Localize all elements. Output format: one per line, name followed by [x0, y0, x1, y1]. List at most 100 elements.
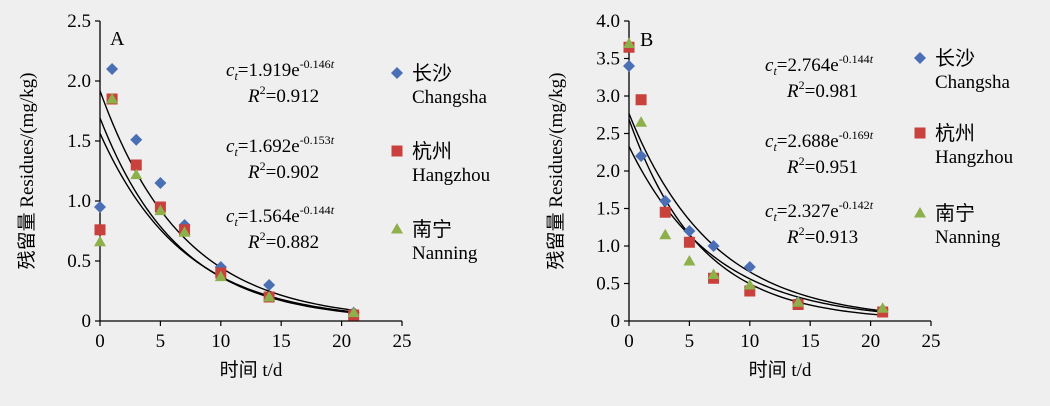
legend-label-en: Changsha	[935, 72, 1011, 93]
data-point	[744, 285, 756, 297]
panel-label: A	[110, 28, 125, 50]
x-tick-label: 0	[624, 331, 634, 352]
y-tick-label: 2.5	[596, 124, 620, 145]
y-tick-label: 2.0	[596, 161, 620, 182]
fit-equation: ct=1.919e-0.146t	[226, 57, 335, 83]
fit-equation: ct=1.692e-0.153t	[226, 133, 335, 159]
x-tick-label: 10	[211, 331, 230, 352]
data-point	[635, 150, 648, 162]
legend-label-en: Nanning	[935, 227, 1001, 248]
x-tick-label: 10	[740, 331, 759, 352]
fit-equation: ct=2.327e-0.142t	[765, 198, 874, 224]
fit-curve-2	[628, 119, 883, 316]
data-point	[263, 291, 276, 302]
fit-curve-3	[628, 146, 883, 313]
legend-marker	[914, 207, 926, 218]
legend-marker	[391, 145, 403, 157]
y-tick-label: 1.5	[67, 131, 91, 152]
data-point	[347, 306, 360, 318]
x-tick-label: 5	[685, 331, 695, 352]
data-point	[635, 94, 647, 106]
panel-a: 0 5 10 15 20 25 0 0.5 1.0 1.5 2.0 2.5 时间 t/d 残留量 Resi…	[16, 11, 491, 381]
legend-label-en: Hangzhou	[412, 165, 491, 186]
data-point	[623, 37, 635, 48]
y-tick-label: 0.5	[596, 274, 620, 295]
x-axis-label: 时间 t/d	[220, 359, 283, 381]
y-axis-label: 残留量 Residues/(mg/kg)	[16, 73, 38, 270]
data-point	[130, 133, 143, 146]
legend-label-en: Nanning	[412, 243, 478, 264]
legend-label-zh: 长沙	[412, 62, 452, 85]
panel-label: B	[640, 29, 653, 51]
y-tick-label: 4.0	[596, 11, 620, 32]
y-tick-label: 1.0	[596, 236, 620, 257]
fit-r-squared: R2=0.913	[786, 224, 858, 248]
data-point	[683, 236, 695, 248]
x-tick-label: 20	[332, 331, 351, 352]
x-tick-label: 25	[393, 331, 412, 352]
data-point	[106, 63, 119, 75]
x-tick-label: 0	[95, 331, 105, 352]
y-tick-label: 3.0	[596, 86, 620, 107]
data-point	[659, 195, 672, 207]
legend-label-en: Hangzhou	[935, 147, 1014, 168]
y-tick-label: 2.0	[67, 71, 91, 92]
data-point	[876, 302, 889, 313]
y-tick-label: 1.0	[67, 191, 91, 212]
x-tick-label: 20	[861, 331, 880, 352]
data-point	[707, 240, 720, 252]
data-point	[130, 159, 142, 171]
y-tick-label: 1.5	[596, 199, 620, 220]
data-point	[743, 279, 756, 290]
x-tick-label: 5	[156, 331, 166, 352]
legend-label-zh: 南宁	[935, 202, 975, 225]
x-tick-label: 15	[801, 331, 820, 352]
data-point	[106, 93, 119, 104]
y-tick-label: 0.5	[67, 251, 91, 272]
data-point	[792, 296, 805, 307]
data-point	[263, 279, 276, 291]
data-point	[94, 224, 106, 236]
legend-label-zh: 杭州	[412, 140, 452, 163]
data-point	[154, 177, 167, 189]
fit-r-squared: R2=0.981	[786, 78, 858, 102]
x-tick-label: 25	[922, 331, 941, 352]
fit-equation: ct=2.764e-0.144t	[765, 52, 874, 78]
legend-marker	[391, 223, 403, 234]
fit-curve-1	[99, 90, 354, 311]
data-point	[683, 255, 696, 266]
fit-r-squared: R2=0.912	[247, 83, 319, 107]
fit-r-squared: R2=0.951	[786, 154, 858, 178]
data-point	[659, 206, 671, 218]
fit-curve-1	[628, 113, 883, 312]
fit-equation: ct=2.688e-0.169t	[765, 128, 874, 154]
data-point	[130, 168, 143, 180]
data-point	[214, 270, 227, 282]
y-tick-label: 0	[82, 311, 92, 332]
data-point	[659, 228, 672, 240]
data-point	[94, 201, 106, 213]
data-point	[635, 116, 648, 127]
legend-label-zh: 杭州	[935, 122, 975, 145]
fit-equation: ct=1.564e-0.144t	[226, 203, 335, 229]
x-tick-label: 15	[272, 331, 291, 352]
y-axis-label: 残留量 Residues/(mg/kg)	[545, 73, 567, 270]
data-point	[178, 226, 191, 237]
legend-marker	[914, 127, 926, 139]
legend-label-en: Changsha	[412, 87, 488, 108]
legend-marker	[391, 67, 403, 79]
y-tick-label: 3.5	[596, 49, 620, 70]
y-tick-label: 0	[611, 311, 621, 332]
data-point	[743, 261, 756, 273]
x-axis-label: 时间 t/d	[749, 359, 812, 381]
legend-marker	[914, 52, 926, 64]
fit-r-squared: R2=0.902	[247, 159, 319, 183]
data-point	[707, 268, 720, 279]
legend-label-zh: 南宁	[412, 218, 452, 241]
panel-b: 0 5 10 15 20 25 0 0.5 1.0 1.5 2.0 2.5 3.0 3.5 4.0 时间 t/…	[545, 11, 1014, 381]
legend-label-zh: 长沙	[935, 47, 975, 70]
fit-curve-3	[99, 133, 354, 313]
data-point	[154, 204, 167, 216]
